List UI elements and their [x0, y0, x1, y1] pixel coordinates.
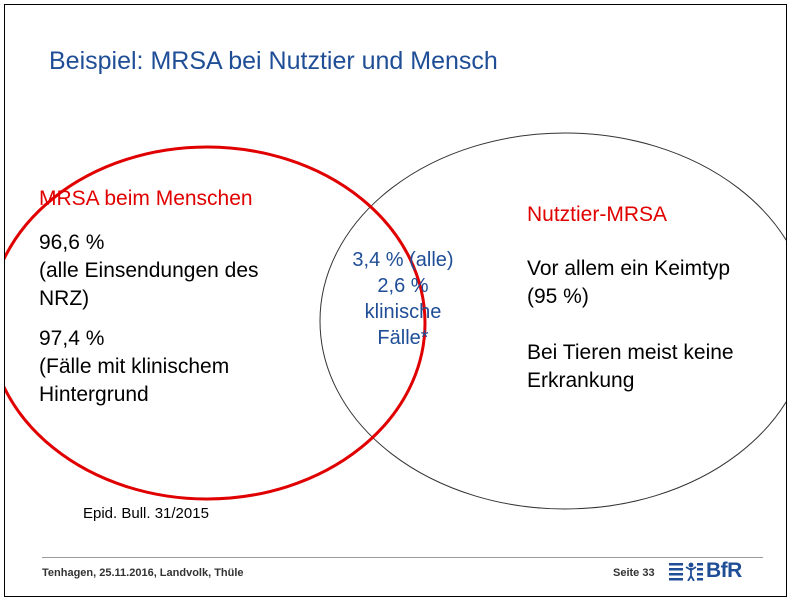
source-citation: Epid. Bull. 31/2015 [83, 505, 209, 522]
right-circle-heading: Nutztier-MRSA [527, 203, 668, 226]
overlap-line-1: 3,4 % (alle) [352, 249, 454, 271]
overlap-line-3: klinische [364, 301, 442, 323]
bfr-logo-icon [669, 562, 703, 581]
footer-divider [42, 557, 763, 558]
right-circle [319, 132, 786, 510]
left-stat-2-desc-2: Hintergrund [39, 383, 149, 406]
slide-title: Beispiel: MRSA bei Nutztier und Mensch [49, 47, 498, 75]
overlap-line-2: 2,6 % [377, 275, 429, 297]
right-text-1-line-1: Vor allem ein Keimtyp [527, 257, 731, 280]
right-text-2-line-2: Erkrankung [527, 369, 635, 392]
left-stat-2: 97,4 % (Fälle mit klinischem Hintergrund [39, 325, 229, 409]
left-circle-heading: MRSA beim Menschen [39, 187, 253, 210]
overlap-line-4: Fälle* [377, 327, 429, 349]
overlap-text: 3,4 % (alle) 2,6 % klinische Fälle* [323, 247, 483, 351]
slide: Beispiel: MRSA bei Nutztier und Mensch M… [4, 4, 787, 597]
right-text-2-line-1: Bei Tieren meist keine [527, 341, 734, 364]
left-stat-2-value: 97,4 % [39, 327, 105, 350]
right-text-1: Vor allem ein Keimtyp (95 %) [527, 255, 730, 311]
bfr-logo: BfR [669, 557, 742, 585]
right-text-2: Bei Tieren meist keine Erkrankung [527, 339, 734, 395]
footer-page-number: Seite 33 [613, 567, 655, 579]
left-stat-1: 96,6 % (alle Einsendungen des NRZ) [39, 229, 259, 313]
left-stat-2-desc-1: (Fälle mit klinischem [39, 355, 230, 378]
left-stat-1-desc-1: (alle Einsendungen des [39, 259, 259, 282]
footer-author-date: Tenhagen, 25.11.2016, Landvolk, Thüle [42, 567, 244, 579]
venn-diagram [5, 132, 786, 510]
right-text-1-line-2: (95 %) [527, 285, 589, 308]
bfr-logo-text: BfR [706, 559, 742, 582]
left-stat-1-value: 96,6 % [39, 231, 105, 254]
left-circle [5, 145, 427, 501]
left-stat-1-desc-2: NRZ) [39, 287, 90, 310]
